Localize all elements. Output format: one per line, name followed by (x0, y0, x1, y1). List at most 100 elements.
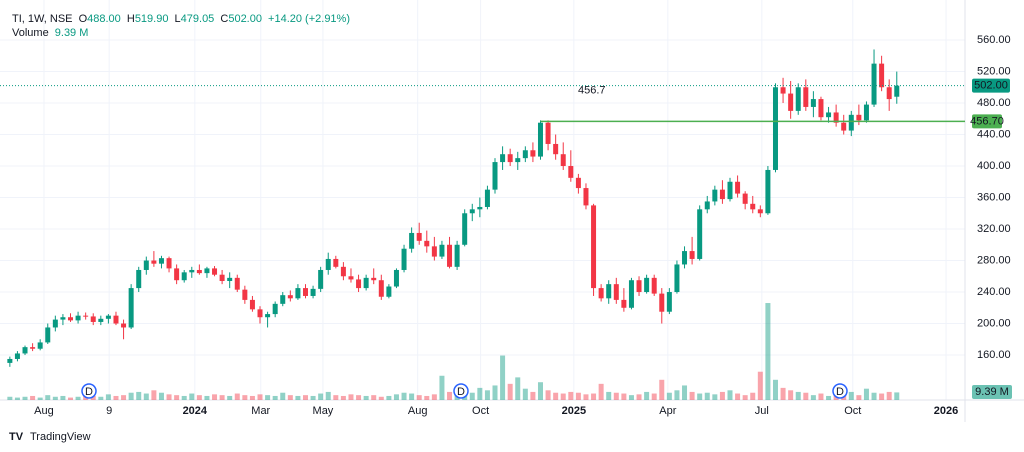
candle-body (166, 258, 172, 269)
volume-bar (136, 391, 142, 400)
candle-body (37, 342, 43, 349)
volume-bar (659, 379, 665, 400)
x-tick-label: Mar (251, 405, 270, 417)
volume-bar (302, 395, 308, 400)
candle-body (803, 87, 809, 107)
candle-body (454, 244, 460, 267)
candle-body (22, 347, 28, 354)
volume-bar (7, 396, 13, 400)
candle-body (60, 317, 66, 320)
volume-bar (393, 394, 399, 400)
candle-body (52, 319, 58, 328)
candle-body (606, 284, 612, 299)
candle-body (227, 277, 233, 282)
volume-bar (378, 396, 384, 400)
candle-body (181, 272, 187, 281)
candle-body (871, 63, 877, 105)
x-tick-label: Aug (408, 405, 428, 417)
volume-bar (613, 392, 619, 400)
brand[interactable]: TV TradingView (9, 431, 91, 443)
volume-bar (447, 391, 453, 400)
candle-body (7, 358, 13, 363)
candle-body (704, 201, 710, 210)
candle-body (67, 317, 73, 321)
volume-bar (651, 393, 657, 400)
volume-bar (196, 395, 202, 400)
volume-bar (227, 395, 233, 400)
price-tag (972, 114, 1002, 129)
volume-bar (249, 395, 255, 400)
volume-bar (515, 377, 521, 400)
x-tick-label: Oct (472, 405, 489, 417)
y-tick-label: 520.00 (977, 65, 1011, 77)
candle-body (378, 280, 384, 297)
candle-body (848, 114, 854, 131)
candle-body (302, 288, 308, 296)
candle-body (742, 193, 748, 204)
volume-bar (810, 395, 816, 400)
volume-bar (856, 395, 862, 400)
candle-body (727, 181, 733, 200)
candle-body (750, 203, 756, 210)
candle-body (469, 209, 475, 214)
event-marker[interactable] (81, 383, 97, 399)
candle-body (568, 166, 574, 178)
c-value: 502.00 (228, 13, 262, 25)
candle-body (545, 122, 551, 144)
y-tick-label: 400.00 (977, 160, 1011, 172)
volume-bar (204, 395, 210, 400)
candle-body (363, 277, 369, 289)
volume-bar (735, 393, 741, 400)
volume-bar (67, 397, 73, 400)
candle-body (136, 269, 142, 289)
candle-body (424, 240, 430, 247)
volume-bar (287, 395, 293, 400)
brand-name: TradingView (30, 431, 91, 443)
x-tick-label: Jul (755, 405, 769, 417)
volume-bar (340, 395, 346, 400)
candle-body (560, 154, 566, 167)
volume-bar (158, 392, 164, 400)
candle-body (212, 268, 218, 275)
candle-body (598, 288, 604, 299)
volume-bar (386, 395, 392, 400)
volume-bar (257, 394, 263, 400)
volume-bar (788, 390, 794, 400)
volume-bar (151, 390, 157, 400)
volume-bar (181, 395, 187, 400)
candle-body (765, 169, 771, 214)
candle-body (196, 269, 202, 274)
y-tick-label: 480.00 (977, 97, 1011, 109)
event-marker[interactable] (832, 383, 848, 399)
volume-bar (477, 387, 483, 400)
candle-body (500, 154, 506, 163)
candle-body (689, 251, 695, 259)
volume-bar (371, 395, 377, 400)
event-marker[interactable] (453, 383, 469, 399)
volume-tag (972, 385, 1012, 399)
candle-body (280, 295, 286, 304)
candle-body (879, 63, 885, 88)
y-tick-label: 280.00 (977, 254, 1011, 266)
volume-bar (818, 393, 824, 400)
volume-bar (742, 395, 748, 400)
candle-body (795, 87, 801, 111)
volume-bar (795, 391, 801, 400)
candle-body (151, 260, 157, 264)
volume-bar (560, 393, 566, 400)
candle-body (325, 258, 331, 270)
volume-bar (689, 391, 695, 400)
candle-body (204, 268, 210, 274)
candle-body (674, 264, 680, 293)
candle-body (128, 288, 134, 328)
candle-body (401, 248, 407, 270)
volume-bar (356, 395, 362, 400)
volume-bar (166, 394, 172, 400)
candle-body (189, 269, 195, 273)
volume-bar (242, 395, 248, 400)
volume-bar (333, 395, 339, 400)
volume-bar (545, 390, 551, 400)
c-label: C (220, 13, 228, 25)
volume-bar (265, 395, 271, 400)
